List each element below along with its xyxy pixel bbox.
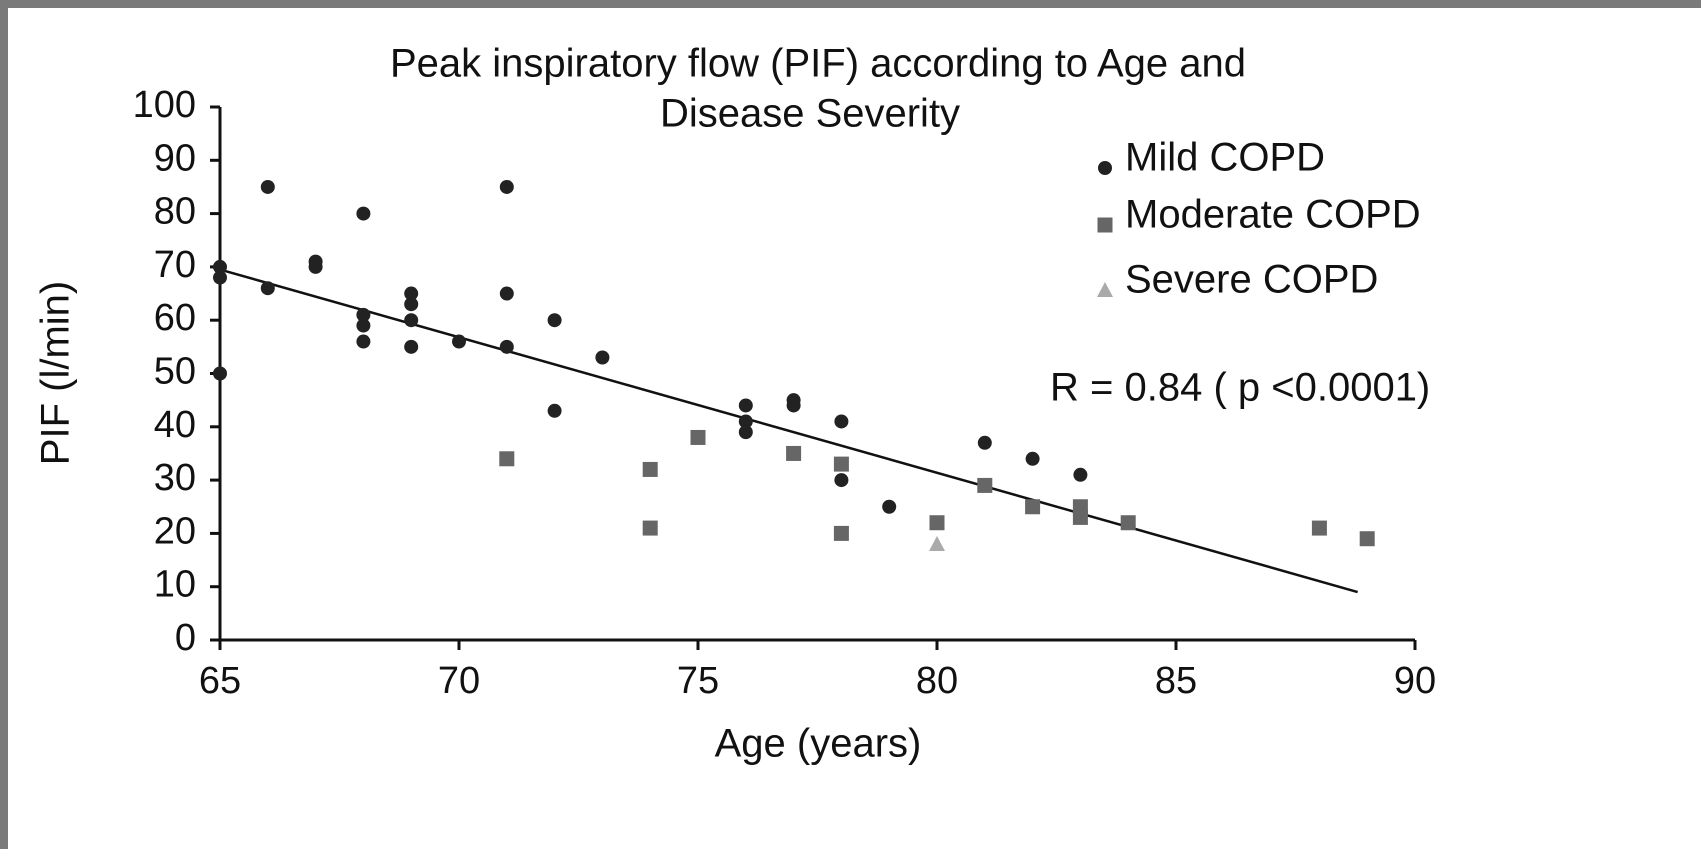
data-point [738, 425, 753, 440]
y-tick-label: 20 [154, 510, 196, 552]
y-tick-label: 90 [154, 137, 196, 179]
data-point [786, 445, 802, 461]
data-point [642, 520, 658, 536]
data-point [882, 499, 897, 514]
data-point [499, 451, 515, 467]
data-point [977, 477, 993, 493]
data-point [834, 414, 849, 429]
data-point [404, 297, 419, 312]
legend-marker [1097, 282, 1113, 297]
data-point [738, 414, 753, 429]
legend-marker [1098, 161, 1112, 175]
chart-title: Disease Severity [660, 92, 960, 136]
data-point [499, 339, 514, 354]
data-point [738, 398, 753, 413]
data-point [356, 334, 371, 349]
data-point [929, 536, 945, 552]
legend-marker [1097, 217, 1113, 233]
y-tick-label: 100 [133, 84, 196, 126]
data-point [786, 398, 801, 413]
data-point [1025, 451, 1040, 466]
data-point [404, 313, 419, 328]
data-point [499, 286, 514, 301]
data-point [1025, 499, 1041, 515]
x-tick-label: 70 [438, 660, 480, 702]
chart-background [8, 8, 1701, 849]
data-point [260, 281, 275, 296]
data-point [213, 270, 227, 285]
annotation: R = 0.84 ( p <0.0001) [1050, 366, 1430, 410]
data-point [308, 259, 323, 274]
data-point [213, 259, 227, 274]
y-tick-label: 80 [154, 191, 196, 233]
chart-title: Peak inspiratory flow (PIF) according to… [390, 42, 1246, 86]
data-point [356, 318, 371, 333]
x-tick-label: 65 [199, 660, 241, 702]
data-point [260, 179, 275, 194]
legend-label: Severe COPD [1125, 258, 1378, 302]
data-point [833, 456, 849, 472]
data-point [595, 350, 610, 365]
y-tick-label: 40 [154, 404, 196, 446]
legend-label: Moderate COPD [1125, 193, 1421, 237]
y-tick-label: 30 [154, 457, 196, 499]
y-tick-label: 70 [154, 244, 196, 286]
data-point [452, 334, 466, 349]
x-tick-label: 75 [677, 660, 719, 702]
data-point [499, 179, 514, 194]
x-axis-label: Age (years) [715, 722, 922, 766]
data-point [1120, 515, 1136, 531]
data-point [547, 403, 562, 418]
x-tick-label: 80 [916, 660, 958, 702]
legend-label: Mild COPD [1125, 136, 1325, 180]
x-tick-label: 90 [1394, 660, 1436, 702]
y-tick-label: 0 [175, 617, 196, 659]
y-tick-label: 60 [154, 297, 196, 339]
data-point [1311, 520, 1327, 536]
data-point [834, 473, 849, 488]
y-tick-label: 10 [154, 564, 196, 606]
data-point [929, 515, 945, 531]
data-point [356, 206, 371, 221]
data-point [977, 435, 992, 450]
data-point [690, 429, 706, 445]
data-point [1072, 509, 1088, 525]
data-point [404, 286, 419, 301]
data-point [404, 339, 419, 354]
data-point [547, 313, 562, 328]
data-point [356, 307, 371, 322]
data-point [833, 525, 849, 541]
data-point [1359, 531, 1375, 547]
x-tick-label: 85 [1155, 660, 1197, 702]
data-point [642, 461, 658, 477]
data-point [1073, 467, 1088, 482]
y-axis-label: PIF (l/min) [34, 281, 78, 465]
data-point [213, 366, 227, 381]
y-tick-label: 50 [154, 351, 196, 393]
